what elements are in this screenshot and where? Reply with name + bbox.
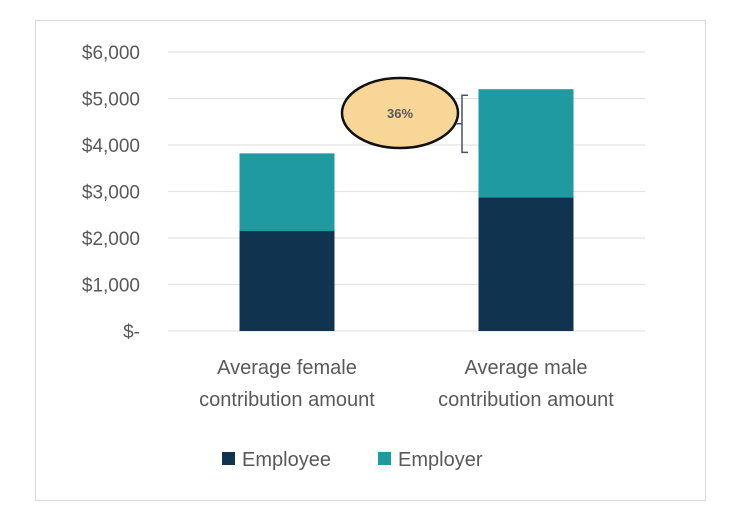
y-tick-label: $3,000 (82, 183, 140, 204)
annotation-bracket (456, 94, 468, 154)
y-tick-label: $1,000 (82, 276, 140, 297)
y-tick-label: $- (123, 322, 140, 343)
legend-label: Employee (242, 449, 331, 471)
annotation-ellipse (340, 76, 460, 150)
annotation-label: 36% (387, 106, 413, 121)
legend-label: Employer (398, 449, 483, 471)
bar-employee (239, 231, 335, 331)
x-tick-label: contribution amount (199, 389, 375, 411)
chart-frame (35, 20, 706, 501)
x-tick-label: Average female (217, 357, 357, 379)
y-tick-label: $5,000 (82, 90, 140, 111)
bar-employee (478, 197, 574, 331)
x-tick-label: Average male (464, 357, 587, 379)
y-tick-label: $4,000 (82, 136, 140, 157)
y-tick-label: $2,000 (82, 229, 140, 250)
legend-swatch-employee (222, 452, 235, 465)
y-tick-label: $6,000 (82, 43, 140, 64)
bar-employer (239, 153, 335, 232)
x-tick-label: contribution amount (438, 389, 614, 411)
bar-employer (478, 89, 574, 198)
legend-swatch-employer (378, 452, 391, 465)
